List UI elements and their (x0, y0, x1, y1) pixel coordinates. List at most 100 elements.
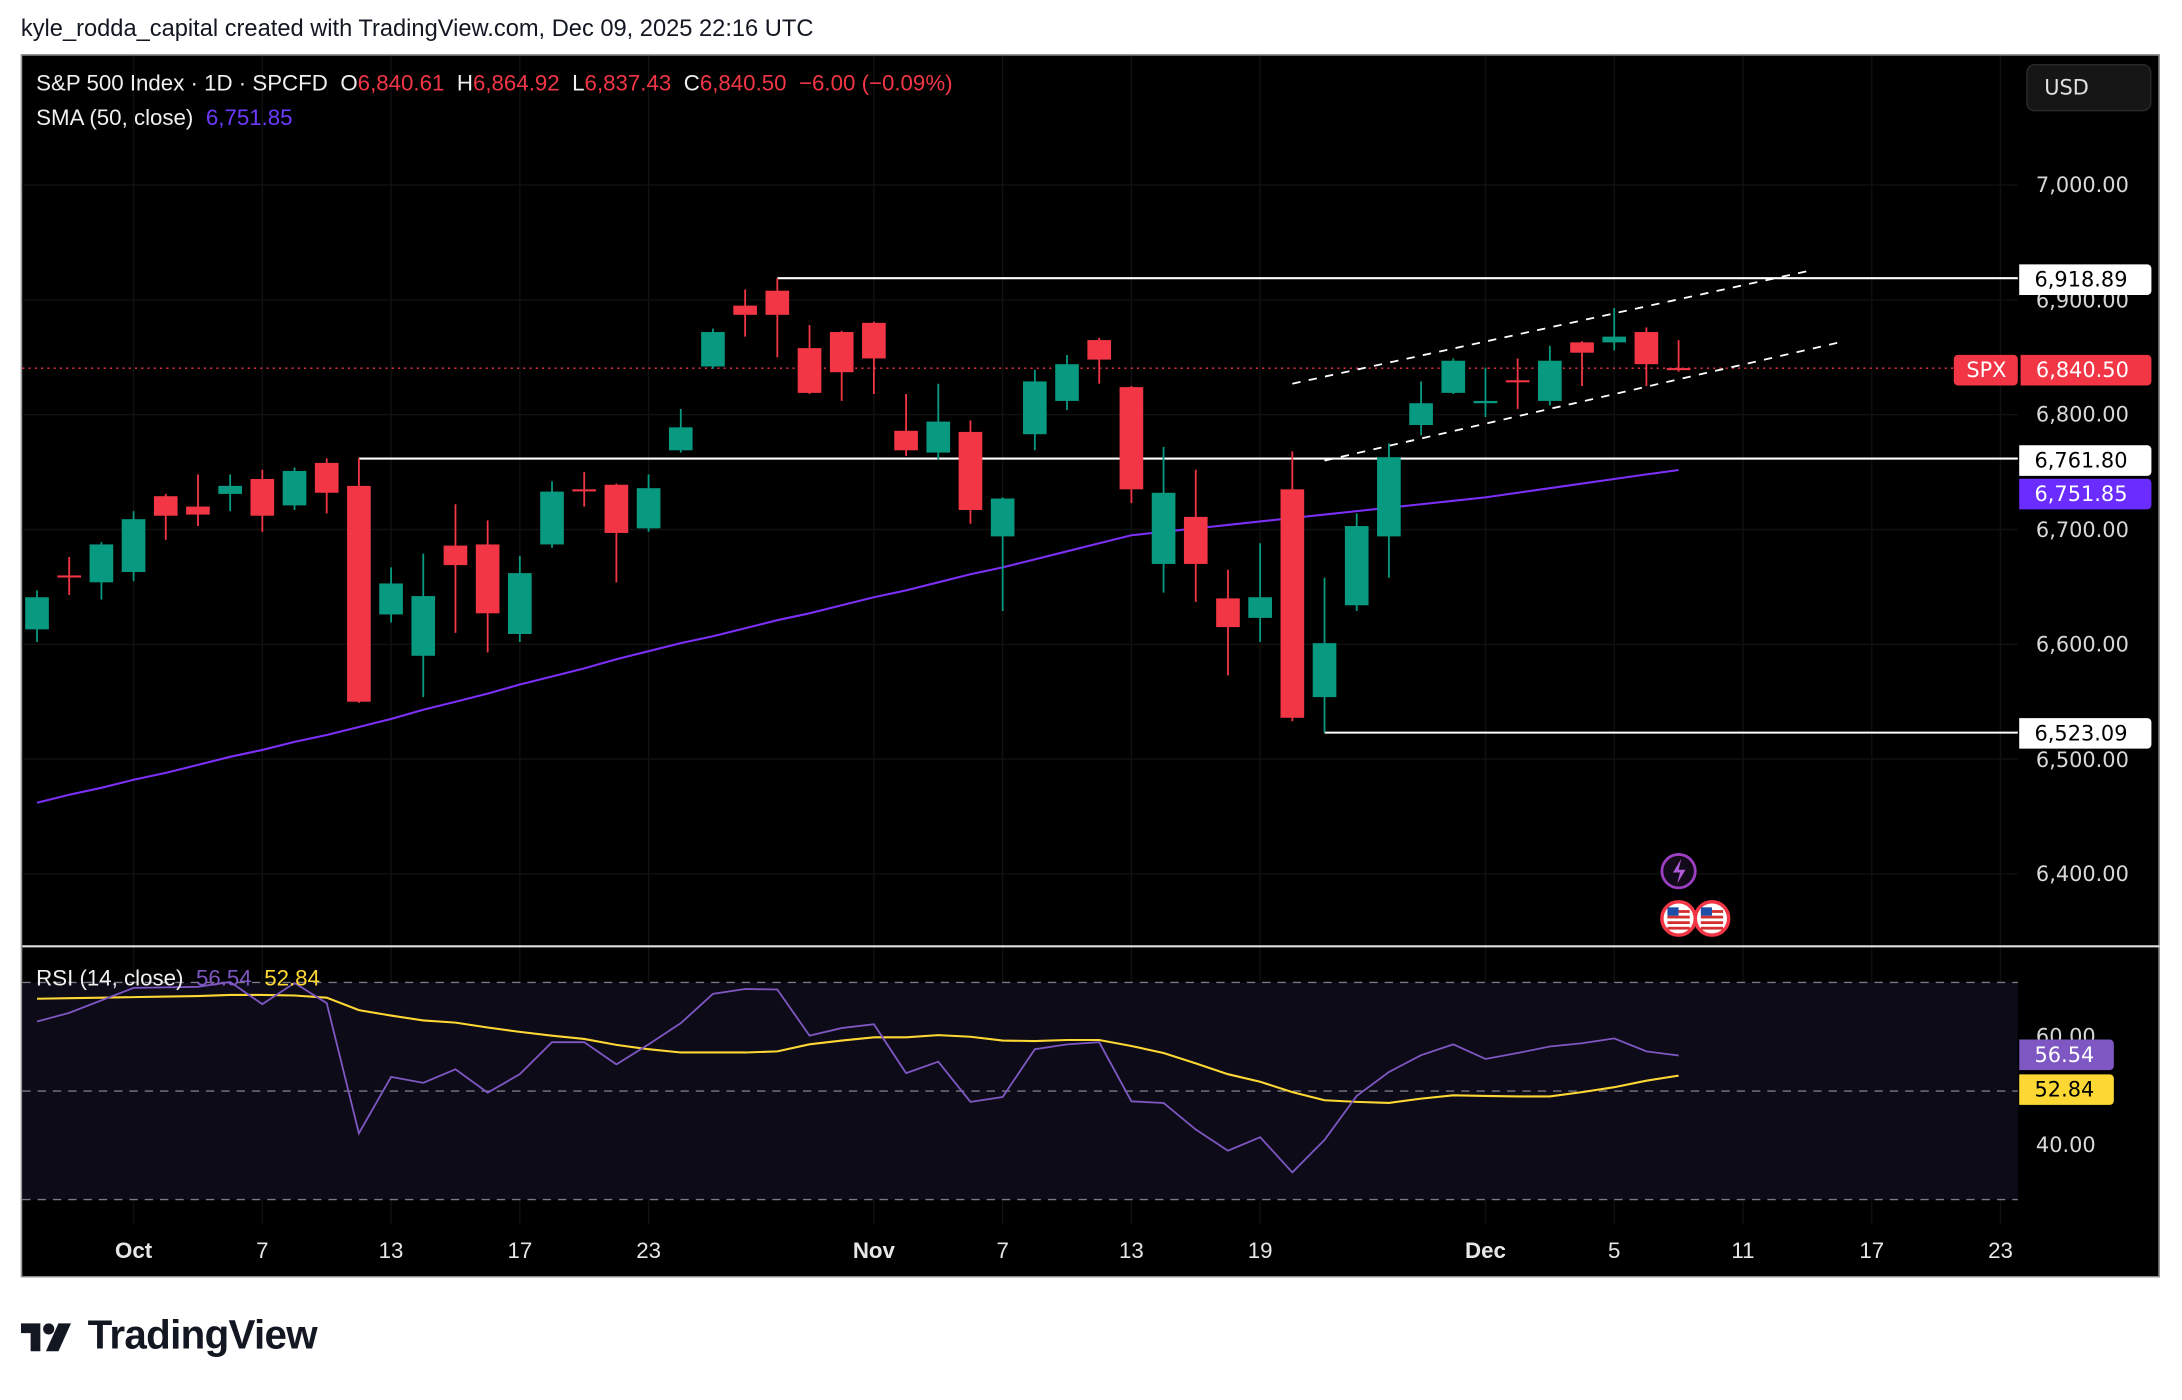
candle-body (701, 332, 725, 367)
time-tick-label: 17 (507, 1239, 533, 1264)
trendline (1324, 341, 1840, 462)
candle-body (1119, 387, 1144, 490)
candle-body (411, 596, 436, 656)
us-flag-event-icon[interactable] (1693, 900, 1731, 937)
candle-body (926, 421, 951, 453)
rsi-ma-value: 52.84 (264, 967, 320, 991)
candle-body (25, 597, 49, 630)
trendline (1292, 270, 1808, 385)
sma-legend[interactable]: SMA (50, close) 6,751.85 (36, 107, 292, 132)
rsi-legend[interactable]: RSI (14, close) 56.54 52.84 (36, 967, 320, 992)
candle-body (1280, 489, 1305, 718)
last-price-tag: 6,840.50 (2020, 354, 2152, 386)
rsi-ma-tag: 52.84 (2019, 1074, 2114, 1105)
candle-body (990, 498, 1015, 537)
time-tick-label: 23 (636, 1239, 661, 1264)
high-label: H (456, 72, 473, 97)
time-tick-label: Nov (852, 1239, 895, 1264)
flag-stripe (1700, 926, 1724, 930)
candle-body (218, 485, 242, 494)
close-value: 6,840.50 (699, 72, 787, 97)
candle-body (379, 583, 403, 615)
candle-body (1505, 380, 1530, 383)
flag-canton (1700, 907, 1712, 916)
rsi-label: RSI (14, close) (36, 967, 184, 991)
low-value: 6,837.43 (584, 72, 672, 97)
rsi-line (36, 980, 1679, 1174)
rsi-tag: 56.54 (2019, 1039, 2114, 1071)
candle-body (89, 544, 114, 583)
candle-body (1473, 400, 1498, 404)
candle-body (1538, 360, 1562, 401)
candle-body (1023, 381, 1047, 435)
time-tick-label: 7 (256, 1239, 269, 1264)
low-label: L (572, 72, 585, 97)
candle-body (508, 573, 532, 634)
time-tick-label: Oct (115, 1239, 153, 1264)
candle-body (1055, 364, 1079, 401)
open-label: O (340, 72, 358, 97)
sma-tag: 6,751.85 (2019, 478, 2152, 510)
candle-body (443, 545, 468, 566)
time-tick-label: 17 (1859, 1239, 1885, 1264)
price-tick-label: 6,400.00 (2035, 861, 2129, 887)
time-tick-label: 11 (1731, 1239, 1755, 1264)
us-flag-event-icon[interactable] (1660, 900, 1698, 937)
candle-body (765, 290, 790, 315)
price-tick-label: 6,600.00 (2035, 631, 2129, 657)
candle-body (1312, 643, 1337, 698)
open-value: 6,840.61 (357, 72, 445, 97)
symbol-legend: S&P 500 Index · 1D · SPCFD O 6,840.61 H 6,… (36, 72, 952, 97)
candle-body (1409, 403, 1433, 426)
tradingview-logo[interactable]: TradingView (20, 1313, 318, 1360)
change-value: −6.00 (−0.09%) (799, 72, 953, 97)
credit-line: kyle_rodda_capital created with TradingV… (20, 15, 814, 42)
symbol-tag: SPX (1953, 354, 2018, 386)
flag-stripe (1700, 915, 1724, 919)
candle-body (668, 427, 693, 451)
flag-canton (1667, 907, 1679, 916)
price-tick-label: 7,000.00 (2035, 172, 2129, 198)
flag-stripe (1700, 921, 1724, 925)
candle-body (1602, 336, 1627, 343)
candle-body (1634, 332, 1659, 365)
candle-body (1248, 597, 1272, 618)
candle-body (314, 462, 339, 493)
candle-body (540, 491, 564, 545)
candle-body (186, 506, 210, 515)
logo-text: TradingView (87, 1313, 318, 1359)
time-tick-label: 19 (1247, 1239, 1273, 1264)
time-tick-label: 23 (1988, 1239, 2013, 1264)
time-tick-label: 13 (378, 1239, 404, 1264)
candle-body (733, 305, 757, 315)
rsi-ma-line (36, 993, 1679, 1105)
candle-body (475, 544, 500, 614)
high-value: 6,864.92 (472, 72, 560, 97)
level-tag-high: 6,918.89 (2019, 264, 2152, 296)
candle-body (636, 488, 661, 529)
candle-body (1666, 368, 1691, 371)
price-tick-label: 6,700.00 (2035, 516, 2129, 543)
flag-stripe (1667, 915, 1690, 919)
price-tick-label: 6,800.00 (2035, 402, 2129, 428)
price-tick-label: 6,500.00 (2035, 746, 2129, 772)
candle-body (862, 322, 886, 359)
currency-button[interactable]: USD (2026, 64, 2152, 112)
candle-body (1151, 492, 1176, 564)
candle-body (572, 489, 597, 492)
level-tag-mid: 6,761.80 (2019, 445, 2152, 476)
candle-body (894, 430, 918, 451)
candle-body (1570, 342, 1594, 353)
level-tag-low: 6,523.09 (2019, 718, 2152, 749)
candle-body (1441, 360, 1466, 393)
close-label: C (683, 72, 700, 97)
candle-body (153, 496, 178, 516)
flag-stripe (1667, 926, 1690, 930)
candle-body (1216, 598, 1240, 628)
symbol-title[interactable]: S&P 500 Index · 1D · SPCFD (36, 72, 328, 97)
candle-body (1377, 457, 1401, 537)
rsi-tick-label: 40.00 (2035, 1132, 2096, 1158)
candle-body (57, 575, 82, 578)
